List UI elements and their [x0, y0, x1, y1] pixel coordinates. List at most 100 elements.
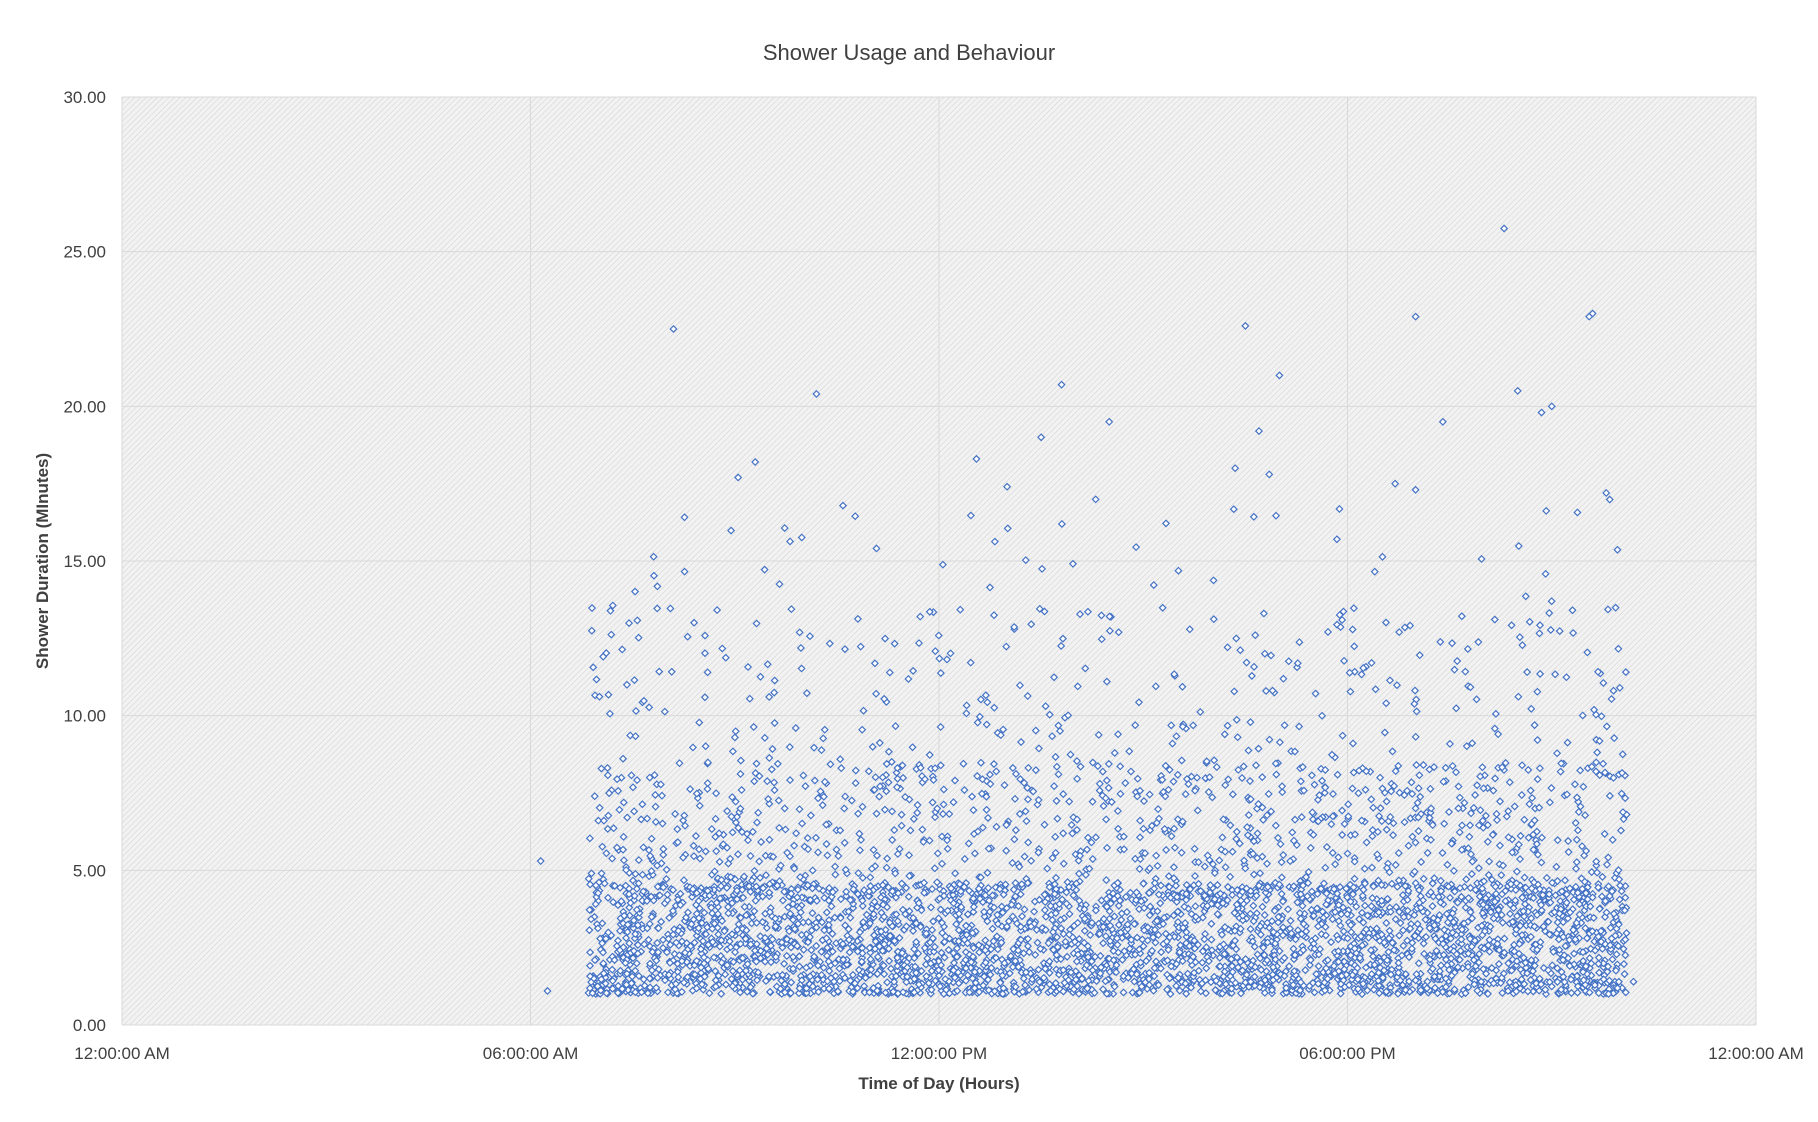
data-point [1422, 932, 1431, 941]
data-point [1607, 694, 1616, 704]
data-point [1581, 889, 1591, 898]
data-point [1461, 903, 1470, 912]
data-point [975, 948, 984, 957]
data-point [679, 853, 688, 862]
data-point [836, 895, 845, 904]
data-point [651, 802, 660, 811]
data-point [634, 856, 643, 865]
data-point [866, 955, 875, 964]
data-point [1242, 970, 1251, 979]
data-point [1170, 932, 1179, 941]
data-point [1206, 978, 1215, 987]
data-point [631, 930, 640, 939]
data-point [802, 930, 811, 939]
data-point [688, 885, 698, 894]
data-point [605, 789, 614, 798]
data-point [975, 987, 984, 996]
data-point [1233, 733, 1242, 742]
data-point [1271, 939, 1280, 948]
data-point [939, 989, 948, 998]
data-point [695, 801, 704, 810]
data-point [981, 891, 990, 900]
data-point [830, 913, 839, 922]
data-point [603, 771, 612, 780]
data-point [1277, 889, 1286, 898]
data-point [1124, 973, 1133, 982]
data-point [1299, 945, 1308, 955]
data-point [893, 774, 902, 783]
data-point [1109, 946, 1118, 956]
data-point [814, 987, 823, 996]
data-point [1218, 989, 1227, 998]
data-point [1405, 953, 1414, 962]
data-point [963, 910, 972, 919]
data-point [941, 975, 950, 984]
data-point [1339, 927, 1348, 936]
data-point [1468, 969, 1477, 978]
data-point [1388, 747, 1397, 756]
data-point [802, 988, 811, 997]
data-point [750, 946, 760, 955]
data-point [1363, 911, 1372, 920]
data-point [1370, 567, 1379, 576]
data-point [1420, 949, 1429, 958]
data-point [927, 966, 936, 975]
data-point [1377, 896, 1386, 905]
data-point [1011, 878, 1020, 888]
data-point [1185, 942, 1194, 951]
data-point [1358, 891, 1367, 900]
data-point [1072, 757, 1082, 766]
data-point [1411, 312, 1420, 321]
data-point [1221, 863, 1230, 872]
data-point [1352, 902, 1361, 911]
data-point [773, 881, 782, 890]
data-point [963, 971, 972, 980]
data-point [1135, 988, 1144, 997]
data-point [1378, 973, 1387, 982]
data-point [964, 839, 973, 848]
data-point [1106, 921, 1115, 930]
data-point [842, 887, 851, 896]
data-point [1232, 900, 1241, 909]
data-point [656, 780, 665, 789]
data-point [631, 966, 640, 975]
data-point [1036, 944, 1045, 953]
data-point [1581, 811, 1590, 820]
data-point [648, 947, 657, 956]
data-point [1002, 922, 1012, 931]
data-point [805, 932, 815, 942]
data-point [1380, 938, 1389, 947]
data-point [909, 913, 918, 922]
data-point [721, 970, 730, 979]
data-point [770, 688, 779, 697]
data-point [1181, 790, 1190, 799]
data-point [992, 767, 1001, 776]
data-point [764, 794, 773, 804]
data-point [780, 804, 789, 813]
y-tick-label-1: 5.00 [73, 861, 106, 880]
data-point [1020, 778, 1029, 787]
data-point [645, 974, 654, 983]
data-point [1446, 893, 1455, 902]
data-point [1591, 767, 1601, 776]
data-point [798, 819, 807, 828]
data-point [652, 956, 661, 965]
data-point [1524, 833, 1533, 842]
data-point [1259, 815, 1268, 824]
data-point [784, 903, 793, 912]
data-point [1251, 761, 1261, 770]
data-point [695, 854, 705, 863]
data-point [799, 771, 808, 780]
data-point [1575, 900, 1584, 909]
data-point [914, 980, 923, 989]
data-point [1025, 947, 1034, 957]
data-point [880, 694, 889, 703]
data-point [589, 663, 598, 672]
data-point [1322, 964, 1331, 973]
data-point [1110, 912, 1119, 921]
data-point [742, 911, 751, 920]
data-point [1230, 936, 1239, 945]
data-point [1059, 987, 1068, 996]
data-point [1223, 721, 1232, 730]
data-point [911, 962, 920, 971]
